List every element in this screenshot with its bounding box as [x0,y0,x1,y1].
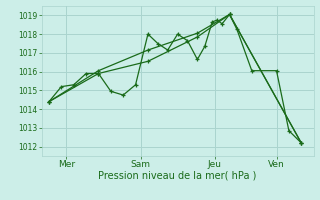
X-axis label: Pression niveau de la mer( hPa ): Pression niveau de la mer( hPa ) [99,171,257,181]
